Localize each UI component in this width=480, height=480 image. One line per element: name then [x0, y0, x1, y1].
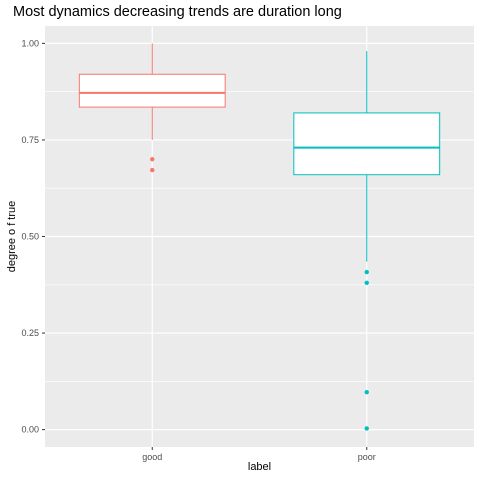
- y-tick-label: 0.50: [21, 232, 39, 242]
- outlier-point: [364, 389, 369, 395]
- outlier-point: [364, 280, 369, 286]
- y-tick-label: 0.25: [21, 328, 39, 338]
- boxes: [78, 43, 441, 431]
- y-tick-label: 0.00: [21, 425, 39, 435]
- box-good: [78, 43, 226, 173]
- outlier-point: [364, 269, 369, 275]
- y-axis-title: degree o f true: [6, 201, 18, 273]
- x-tick-label: good: [142, 452, 162, 462]
- y-tick-label: 1.00: [21, 38, 39, 48]
- box-poor: [293, 51, 441, 431]
- x-axis: good poor: [142, 447, 376, 462]
- box-body: [78, 73, 226, 108]
- outlier-point: [150, 167, 155, 173]
- y-tick-label: 0.75: [21, 135, 39, 145]
- x-tick-label: poor: [358, 452, 376, 462]
- x-axis-title: label: [248, 461, 271, 473]
- chart-title: Most dynamics decreasing trends are dura…: [13, 4, 342, 20]
- box-body: [293, 112, 441, 176]
- outlier-point: [150, 157, 155, 162]
- y-axis: 0.00 0.25 0.50 0.75 1.00: [21, 38, 45, 435]
- outlier-point: [364, 426, 369, 431]
